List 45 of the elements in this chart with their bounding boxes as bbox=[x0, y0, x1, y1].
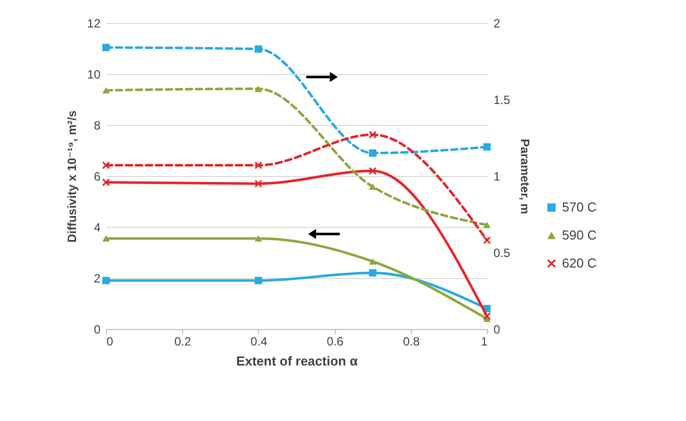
y-tick-label: 6 bbox=[94, 170, 101, 184]
y2-tick-label: 1.5 bbox=[494, 93, 511, 107]
legend-label: 570 C bbox=[562, 200, 597, 214]
x-tick-label: 0.2 bbox=[174, 334, 192, 348]
x-tick-label: 0.4 bbox=[250, 334, 268, 348]
x-tick-label: 1 bbox=[480, 334, 488, 348]
point bbox=[368, 269, 376, 277]
point bbox=[368, 167, 376, 175]
point bbox=[254, 276, 262, 284]
x-tick-label: 0 bbox=[106, 334, 114, 348]
legend-label: 620 C bbox=[562, 256, 597, 270]
y2-tick-label: 0.5 bbox=[494, 246, 511, 260]
point bbox=[254, 180, 262, 188]
point bbox=[254, 235, 262, 242]
point bbox=[102, 178, 110, 186]
y-tick-label: 8 bbox=[94, 118, 101, 132]
y2-tick-label: 1 bbox=[494, 170, 500, 184]
y-tick-label: 10 bbox=[87, 68, 101, 82]
point bbox=[254, 45, 262, 53]
point bbox=[102, 235, 110, 242]
y2-tick-label: 2 bbox=[494, 16, 500, 30]
y2-axis-title: Parameter, m bbox=[518, 138, 532, 214]
y-axis-title: Diffusivity x 10⁻¹⁹, m²/s bbox=[65, 110, 80, 243]
point bbox=[368, 130, 376, 138]
point bbox=[483, 236, 491, 244]
legend-label: 590 C bbox=[562, 228, 597, 242]
point bbox=[102, 87, 110, 94]
point bbox=[102, 276, 110, 284]
y-tick-label: 12 bbox=[87, 16, 101, 30]
y-tick-label: 4 bbox=[94, 220, 101, 234]
x-tick-label: 0.8 bbox=[402, 334, 420, 348]
point bbox=[368, 149, 376, 157]
y2-tick-label: 0 bbox=[494, 322, 500, 336]
point bbox=[368, 258, 376, 265]
y-tick-label: 2 bbox=[94, 272, 101, 286]
point bbox=[102, 162, 110, 169]
x-tick-label: 0.6 bbox=[326, 334, 344, 348]
y-tick-label: 0 bbox=[94, 322, 101, 336]
point bbox=[483, 222, 491, 228]
point bbox=[254, 162, 262, 169]
x-axis-title: Extent of reaction α bbox=[236, 354, 358, 368]
point bbox=[483, 312, 491, 320]
point bbox=[483, 143, 491, 151]
point bbox=[368, 184, 376, 190]
point bbox=[254, 86, 262, 92]
